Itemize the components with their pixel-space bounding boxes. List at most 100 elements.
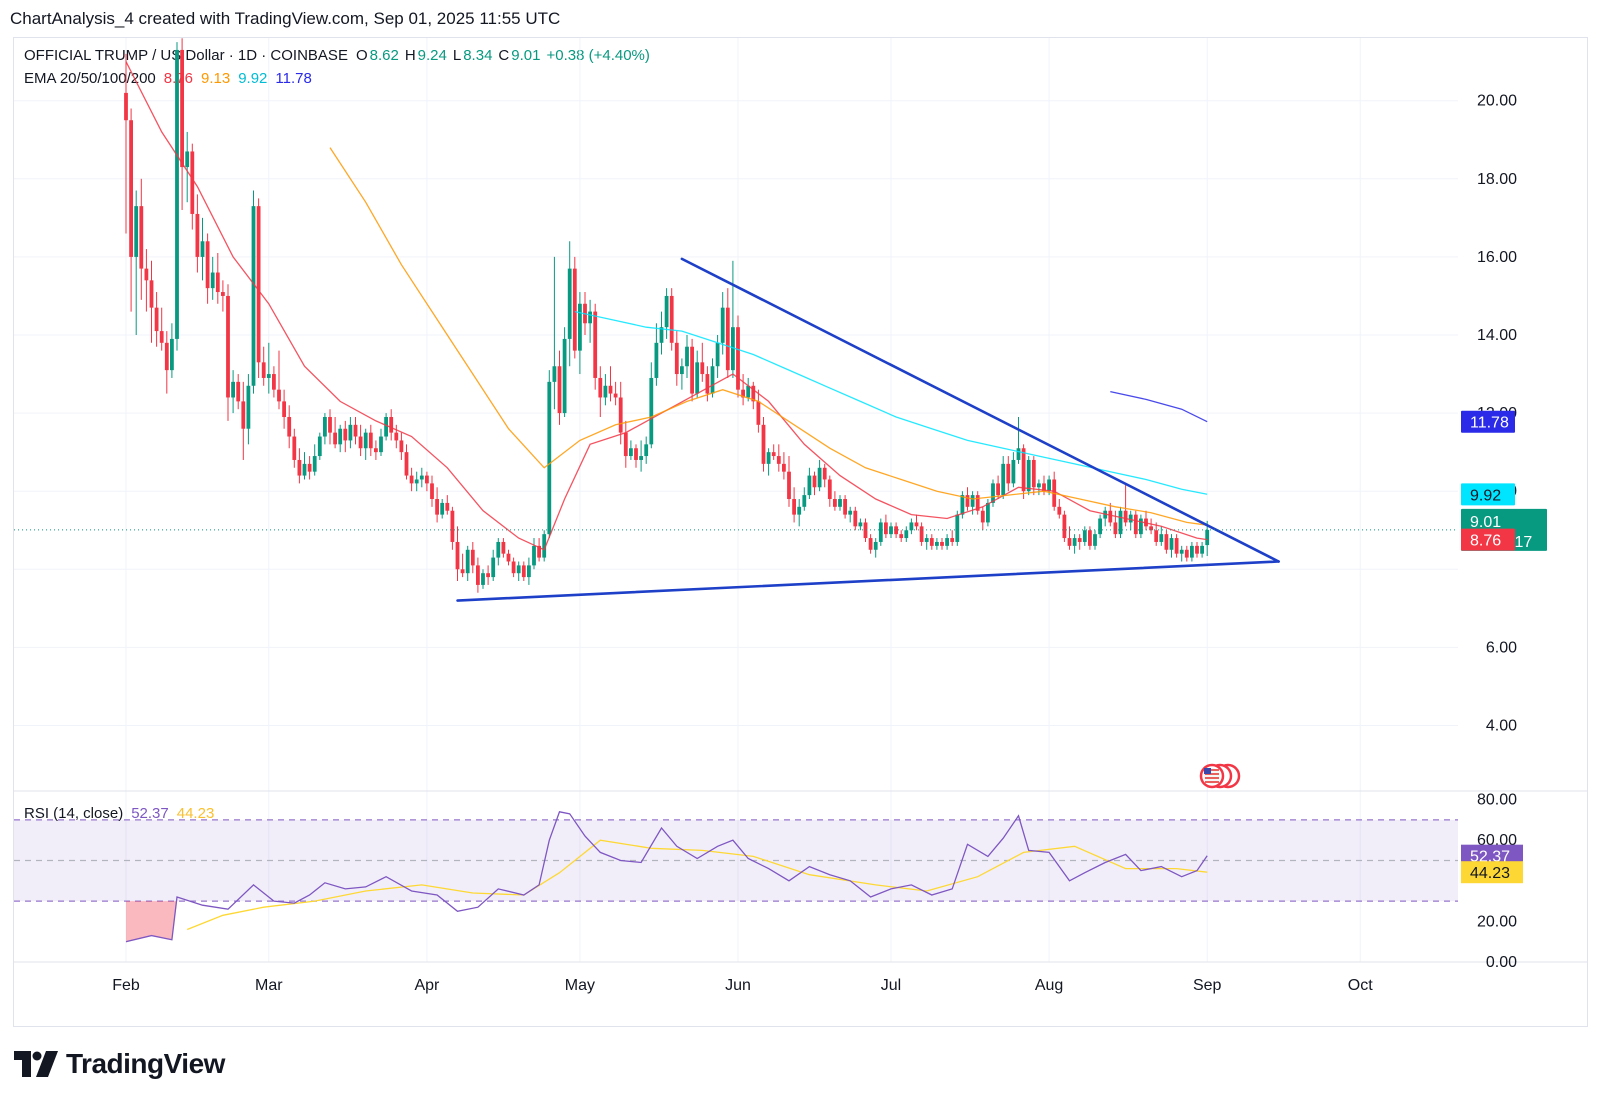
candle[interactable] [190, 143, 195, 230]
candle[interactable] [1174, 534, 1179, 558]
candle[interactable] [537, 538, 541, 562]
candle[interactable] [374, 440, 378, 460]
candle[interactable] [1093, 530, 1097, 550]
candle[interactable] [848, 506, 853, 523]
candle[interactable] [542, 530, 547, 562]
candle[interactable] [144, 249, 149, 312]
candle[interactable] [787, 456, 791, 507]
candle[interactable] [297, 448, 302, 484]
candle[interactable] [1082, 526, 1087, 546]
candle[interactable] [159, 307, 164, 351]
candle[interactable] [440, 499, 445, 519]
candle[interactable] [414, 471, 419, 492]
candle[interactable] [1159, 526, 1164, 546]
candle[interactable] [323, 413, 327, 445]
candle[interactable] [929, 534, 934, 550]
candle[interactable] [312, 444, 317, 476]
candle[interactable] [756, 389, 761, 433]
symbol-title[interactable]: OFFICIAL TRUMP / US Dollar · 1D · COINBA… [24, 47, 348, 64]
candle[interactable] [705, 366, 710, 402]
candle[interactable] [680, 358, 684, 390]
candle[interactable] [909, 518, 914, 535]
candle[interactable] [261, 346, 266, 386]
rsi-label[interactable]: RSI (14, close) [24, 805, 124, 822]
candle[interactable] [287, 405, 292, 449]
candle[interactable] [328, 409, 332, 445]
candle[interactable] [1149, 518, 1153, 535]
candle[interactable] [654, 323, 659, 386]
candle[interactable] [1190, 541, 1194, 562]
candle[interactable] [776, 444, 781, 472]
candle[interactable] [215, 252, 220, 304]
candle[interactable] [904, 526, 909, 542]
candle[interactable] [797, 499, 802, 527]
candle[interactable] [1179, 545, 1184, 562]
candle[interactable] [246, 374, 251, 445]
candle[interactable] [863, 518, 868, 542]
candle[interactable] [822, 463, 827, 488]
candle[interactable] [731, 260, 735, 378]
candle[interactable] [389, 409, 394, 441]
candle[interactable] [664, 288, 669, 339]
candle[interactable] [593, 303, 598, 390]
candle[interactable] [557, 350, 562, 425]
candle[interactable] [307, 456, 312, 480]
candle[interactable] [685, 335, 689, 378]
candle[interactable] [1123, 483, 1128, 527]
candle[interactable] [782, 452, 786, 480]
candle[interactable] [940, 538, 944, 550]
candle[interactable] [1021, 444, 1026, 500]
candle[interactable] [409, 467, 414, 492]
candle[interactable] [1139, 514, 1143, 539]
candle[interactable] [761, 417, 766, 472]
candle[interactable] [338, 424, 343, 453]
candle[interactable] [853, 506, 858, 531]
candle[interactable] [358, 424, 363, 457]
candle[interactable] [302, 452, 307, 480]
candle[interactable] [348, 417, 353, 449]
candle[interactable] [139, 178, 144, 300]
candle[interactable] [1072, 534, 1077, 554]
candle[interactable] [516, 561, 521, 582]
candle[interactable] [914, 514, 919, 531]
candle[interactable] [1169, 534, 1174, 558]
candle[interactable] [266, 342, 271, 394]
candle[interactable] [1205, 520, 1210, 557]
candle[interactable] [1062, 510, 1067, 542]
candle[interactable] [256, 198, 261, 378]
candle[interactable] [552, 256, 557, 410]
candle[interactable] [598, 366, 603, 418]
candle[interactable] [251, 190, 256, 394]
candle[interactable] [669, 288, 674, 351]
candle[interactable] [751, 381, 756, 410]
candle[interactable] [1011, 452, 1016, 488]
support-trendline[interactable] [456, 560, 1280, 602]
candle[interactable] [1001, 456, 1006, 500]
candle[interactable] [419, 467, 424, 488]
candle[interactable] [164, 331, 169, 394]
candle[interactable] [725, 288, 730, 378]
candle[interactable] [868, 534, 873, 554]
candle[interactable] [353, 417, 358, 445]
candle[interactable] [425, 471, 429, 492]
tradingview-logo[interactable]: TradingView [14, 1048, 225, 1080]
candle[interactable] [384, 413, 388, 441]
candle[interactable] [736, 315, 740, 398]
candle[interactable] [521, 561, 526, 582]
candle[interactable] [292, 428, 297, 468]
candle[interactable] [695, 350, 700, 398]
candle[interactable] [532, 538, 536, 570]
candle[interactable] [991, 479, 995, 507]
candle[interactable] [766, 448, 771, 476]
candle[interactable] [878, 518, 883, 546]
candle[interactable] [134, 190, 139, 335]
candle[interactable] [445, 495, 450, 515]
candle[interactable] [154, 292, 159, 347]
candle[interactable] [226, 284, 230, 421]
candle[interactable] [460, 553, 465, 578]
candle[interactable] [1154, 522, 1159, 546]
candle[interactable] [129, 108, 133, 312]
candle[interactable] [715, 335, 720, 378]
candle[interactable] [833, 491, 837, 511]
